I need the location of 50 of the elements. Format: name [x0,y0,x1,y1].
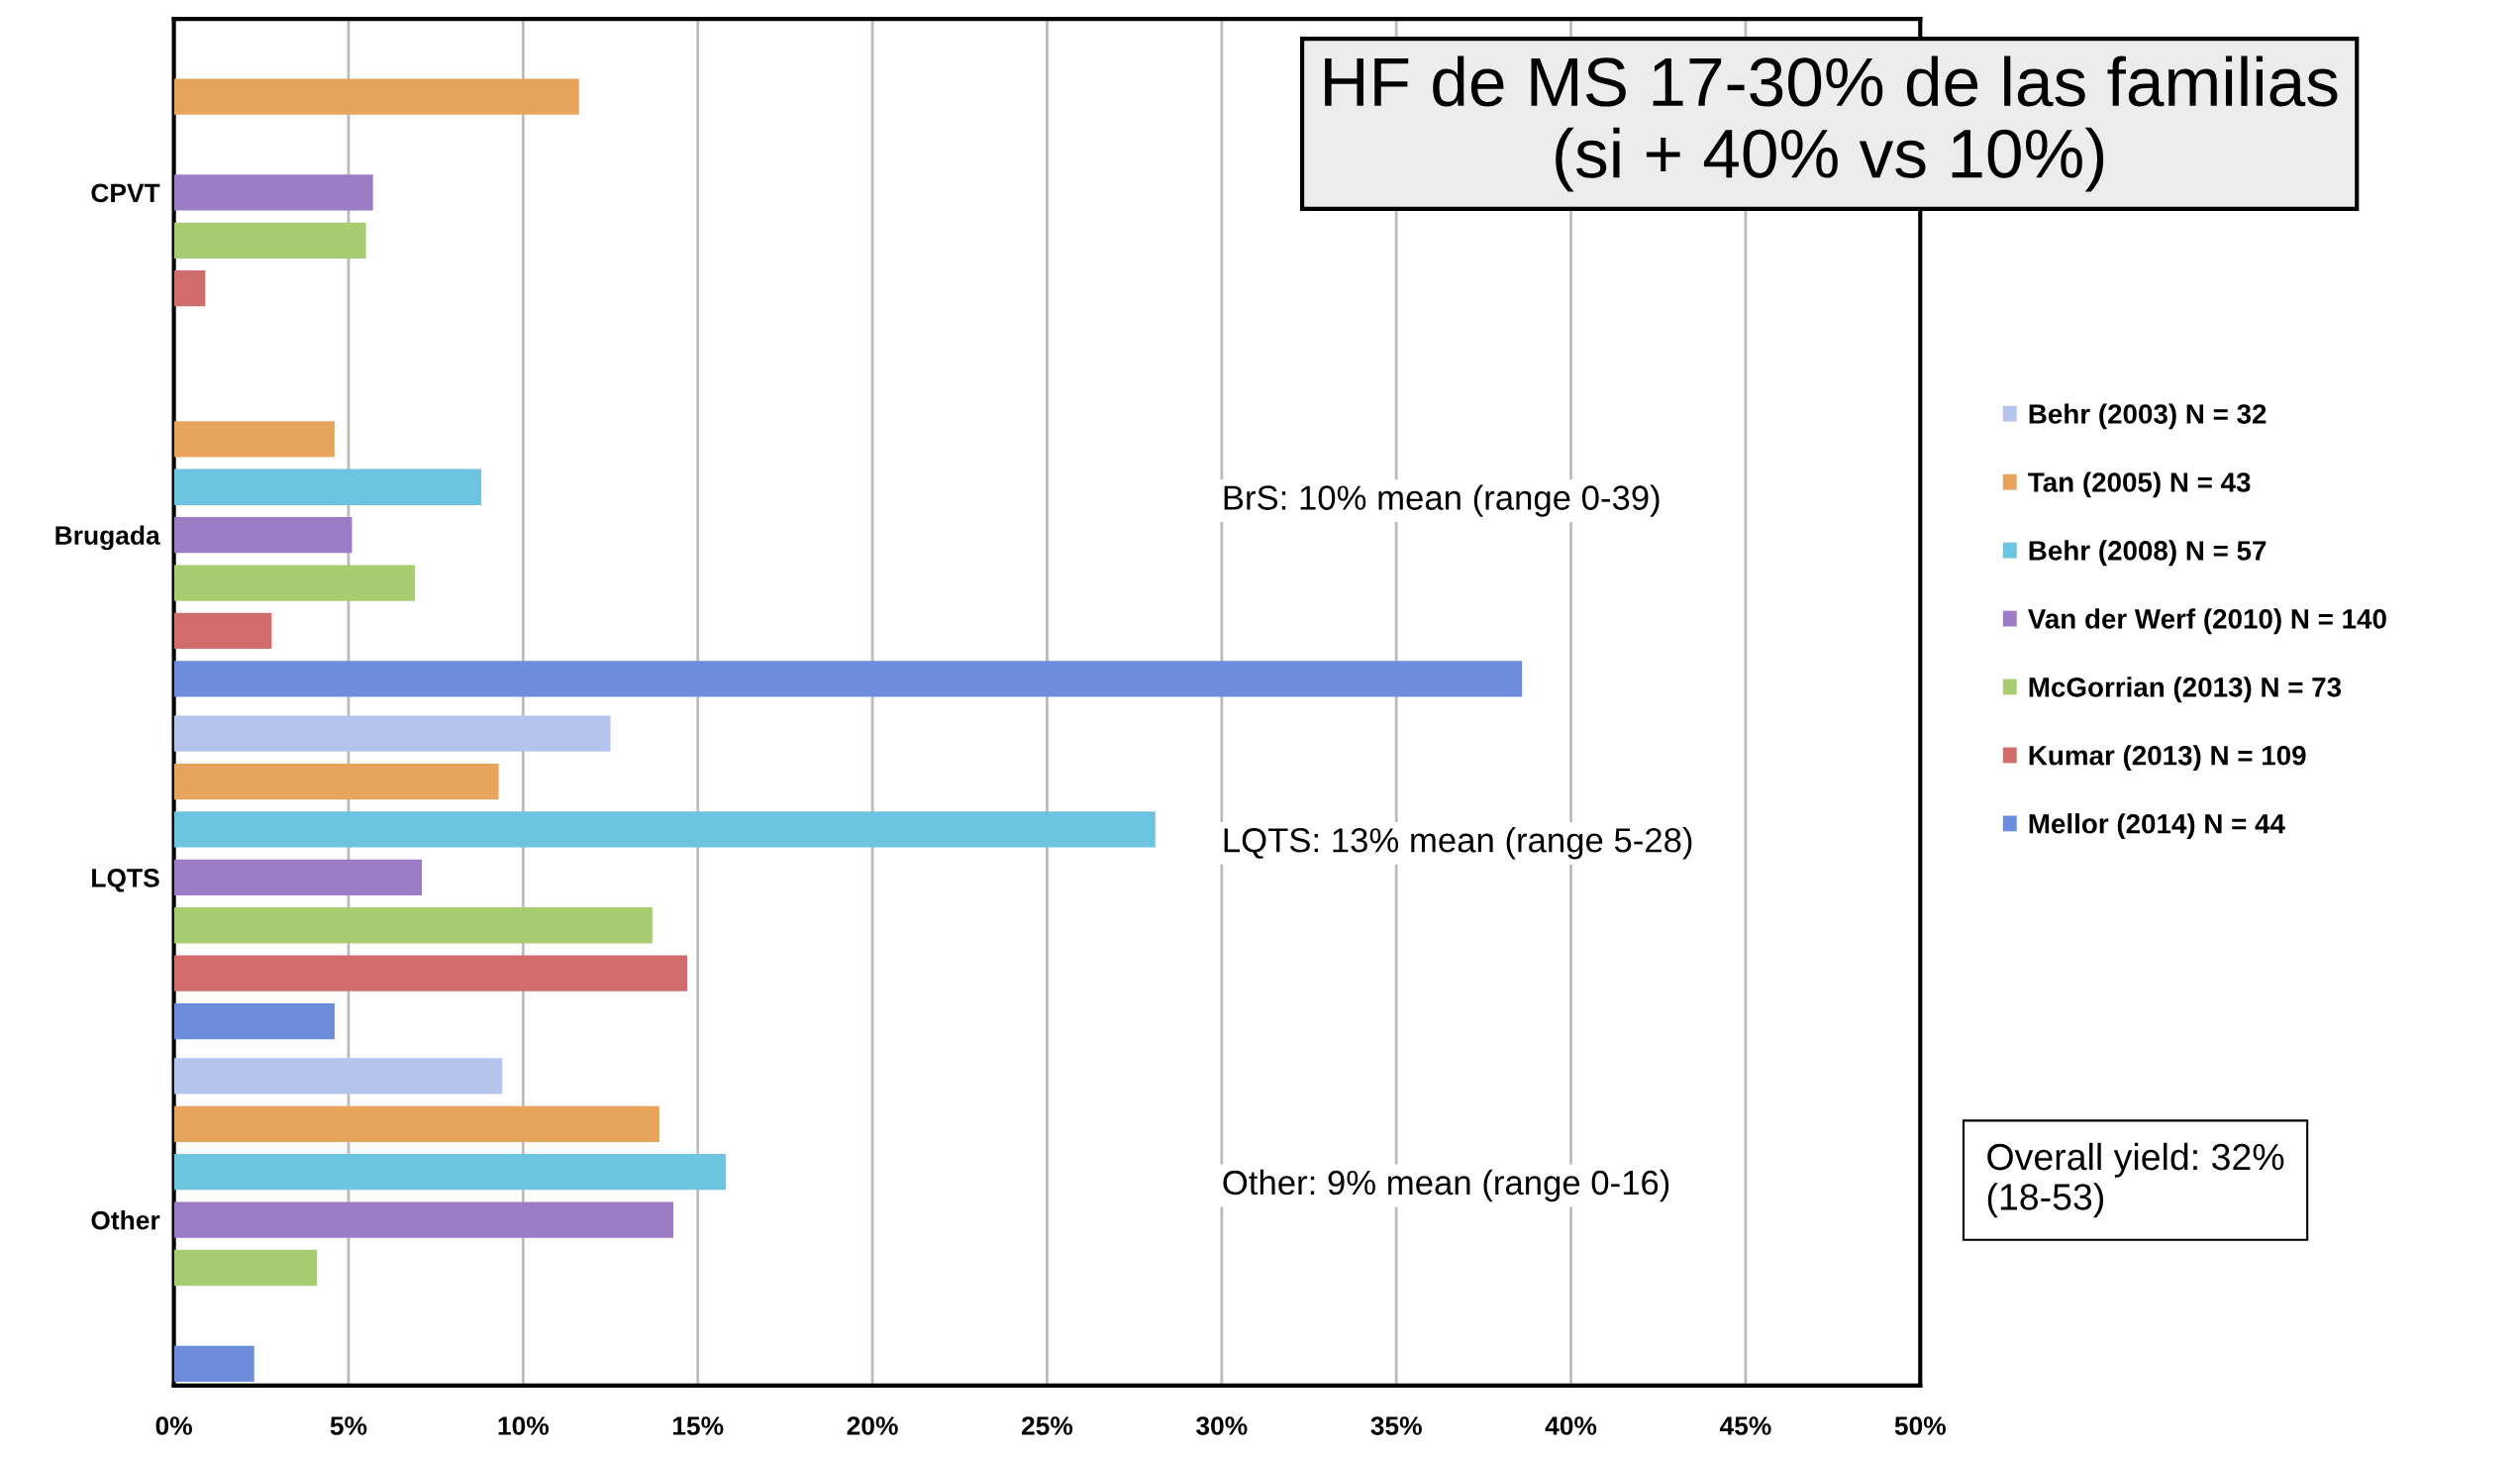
legend-label: Tan (2005) N = 43 [2028,471,2251,498]
x-tick-label: 10% [498,1416,550,1435]
x-tick-label: 25% [1021,1416,1073,1435]
y-tick-label: Other [91,1210,160,1230]
bar [173,859,423,896]
x-tick-label: 45% [1719,1416,1771,1435]
legend-label: Mellor (2014) N = 44 [2029,813,2285,840]
bar [173,1002,335,1040]
text: HF de MS 17-30% de las familias (si + 40% vs 10%) [1325,55,2338,192]
y-tick-label: CPVT [91,183,160,203]
bar [173,78,579,115]
annotation: LQTS: 13% mean (range 5-28) [1224,827,1692,860]
bar [173,763,499,800]
bar [173,270,206,307]
legend-label: Kumar (2013) N = 109 [2029,745,2306,772]
x-tick-label: 5% [330,1416,367,1435]
bar [173,955,688,991]
bar [173,612,272,650]
bar [173,1201,674,1238]
bar [173,516,353,554]
x-tick-label: 35% [1370,1416,1422,1435]
legend-label: McGorrian (2013) N = 73 [2029,676,2342,703]
bar [173,811,1156,848]
bar [173,174,373,211]
bar [173,1154,726,1191]
legend-label: Van der Werf (2010) N = 140 [2028,608,2386,635]
bar [173,565,415,601]
bar [173,468,482,505]
bar [173,1058,503,1094]
x-tick-label: 40% [1545,1416,1597,1435]
annotation: Other: 9% mean (range 0-16) [1223,1169,1669,1202]
y-tick-label: LQTS [92,869,159,892]
text: Overall yield: 32% (18-53) [1987,1142,2284,1218]
bar [173,715,611,752]
legend-label: Behr (2008) N = 57 [2029,540,2267,567]
legend-label: Behr (2003) N = 32 [2029,403,2267,430]
bar [173,421,335,458]
bar [173,1249,318,1287]
bar [173,661,1523,697]
x-tick-label: 20% [847,1416,898,1435]
annotation: BrS: 10% mean (range 0-39) [1224,484,1660,517]
bar [173,1345,254,1382]
bar [173,907,653,944]
x-tick-label: 0% [155,1416,192,1435]
x-tick-label: 50% [1894,1416,1946,1435]
y-tick-label: Brugada [55,525,160,551]
x-tick-label: 15% [672,1416,724,1435]
bar [173,222,366,259]
bar [173,1105,659,1142]
x-tick-label: 30% [1196,1416,1248,1435]
